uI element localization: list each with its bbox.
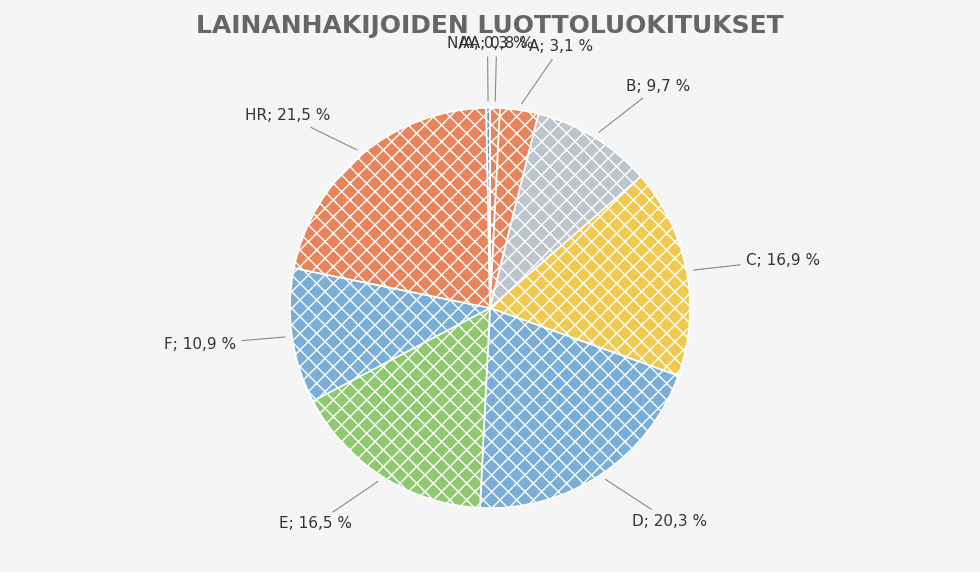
Wedge shape bbox=[490, 108, 500, 308]
Wedge shape bbox=[490, 177, 690, 376]
Wedge shape bbox=[294, 108, 490, 308]
Text: A; 3,1 %: A; 3,1 % bbox=[521, 39, 593, 104]
Title: LAINANHAKIJOIDEN LUOTTOLUOKITUKSET: LAINANHAKIJOIDEN LUOTTOLUOKITUKSET bbox=[196, 14, 784, 38]
Wedge shape bbox=[313, 308, 490, 508]
Text: F; 10,9 %: F; 10,9 % bbox=[165, 336, 285, 352]
Text: B; 9,7 %: B; 9,7 % bbox=[599, 79, 690, 132]
Text: C; 16,9 %: C; 16,9 % bbox=[694, 253, 820, 270]
Wedge shape bbox=[290, 268, 490, 401]
Text: E; 16,5 %: E; 16,5 % bbox=[279, 482, 378, 531]
Text: AA; 0,8 %: AA; 0,8 % bbox=[460, 37, 534, 101]
Wedge shape bbox=[480, 308, 678, 508]
Text: D; 20,3 %: D; 20,3 % bbox=[606, 479, 708, 529]
Wedge shape bbox=[486, 108, 490, 308]
Wedge shape bbox=[490, 114, 641, 308]
Text: HR; 21,5 %: HR; 21,5 % bbox=[245, 108, 357, 150]
Text: N/A; 0,3 %: N/A; 0,3 % bbox=[447, 37, 528, 101]
Wedge shape bbox=[490, 108, 539, 308]
